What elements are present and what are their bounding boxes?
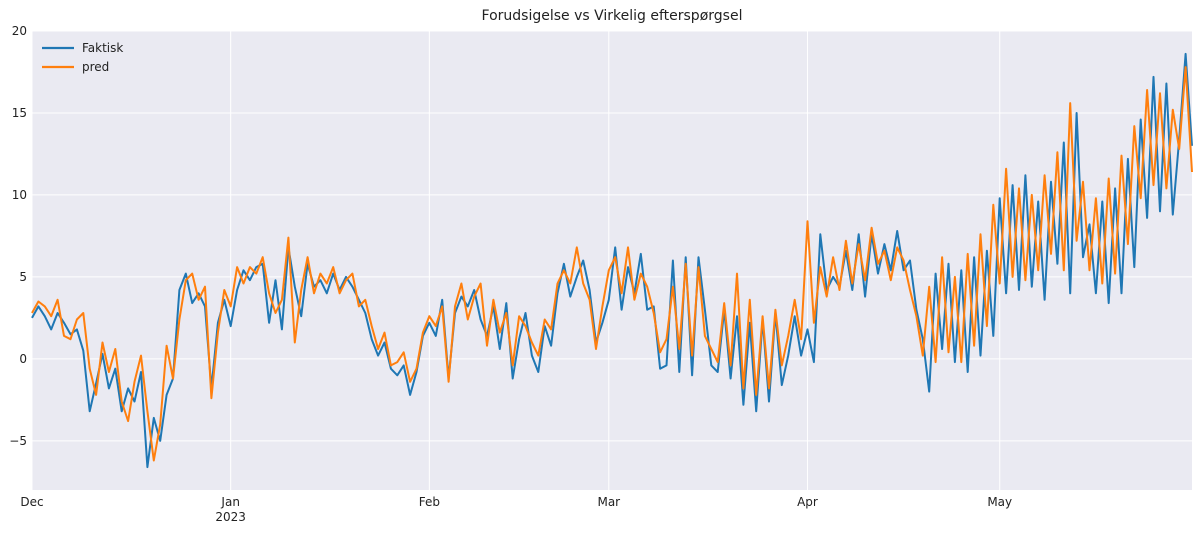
series-line-faktisk	[31, 52, 1193, 469]
y-axis: 20 15 10 5 0 −5	[9, 24, 27, 448]
legend-label: pred	[82, 60, 109, 74]
y-tick-label: 20	[12, 24, 27, 38]
x-tick-label: Jan	[220, 495, 240, 509]
x-tick-label: Feb	[419, 495, 440, 509]
legend-label: Faktisk	[82, 41, 123, 55]
y-tick-label: 0	[19, 352, 27, 366]
y-tick-label: 5	[19, 270, 27, 284]
x-tick-label: Mar	[597, 495, 620, 509]
legend: Faktisk pred	[42, 41, 123, 74]
chart-title: Forudsigelse vs Virkelig efterspørgsel	[482, 8, 743, 24]
x-tick-label: May	[987, 495, 1012, 509]
y-tick-label: −5	[9, 434, 27, 448]
y-tick-label: 15	[12, 106, 27, 120]
x-tick-label: Apr	[797, 495, 818, 509]
x-tick-sublabel: 2023	[215, 510, 246, 524]
grid	[31, 30, 1192, 490]
y-tick-label: 10	[12, 188, 27, 202]
x-tick-label: Dec	[20, 495, 43, 509]
series-group	[31, 52, 1193, 469]
series-line-pred	[31, 66, 1193, 462]
